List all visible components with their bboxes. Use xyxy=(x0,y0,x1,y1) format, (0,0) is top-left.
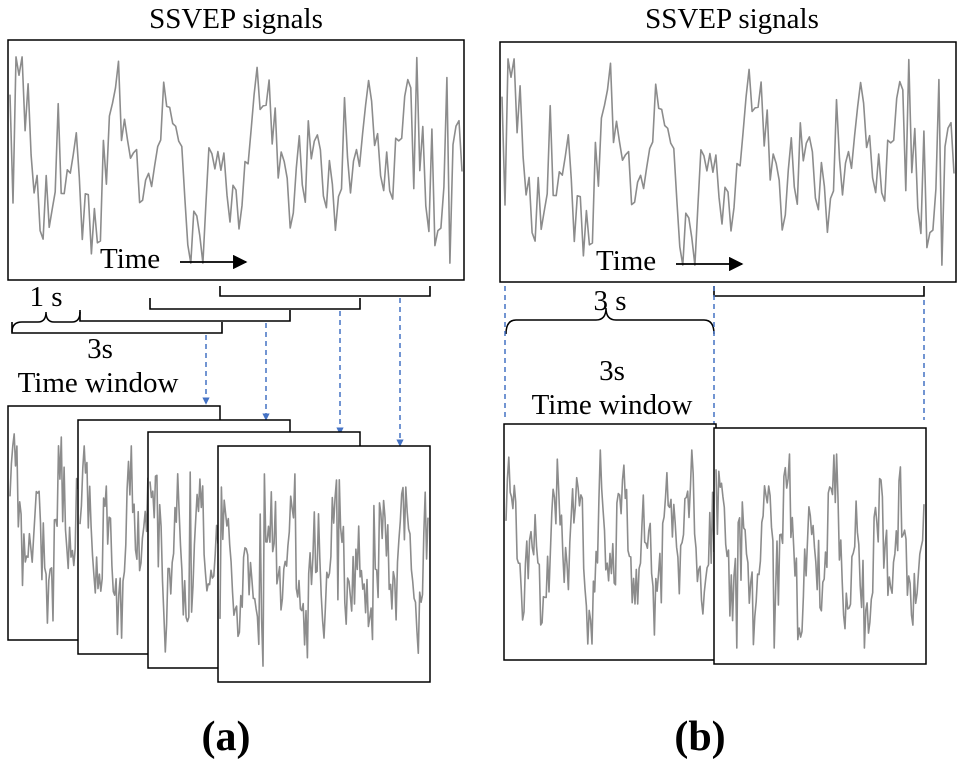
panel-a-signal-box xyxy=(7,39,465,281)
panel-b-signal-trace xyxy=(501,58,955,266)
panel-b: SSVEP signals Time 3 s 3s Time window (b… xyxy=(499,3,957,759)
panel-b-signal-box xyxy=(499,41,957,283)
window-card-4 xyxy=(217,445,431,683)
window-b-1 xyxy=(503,423,717,661)
panel-b-windows xyxy=(503,423,927,665)
panel-a-step-brace xyxy=(11,311,81,333)
window-card-4-trace xyxy=(219,473,429,667)
panel-b-time-label: Time xyxy=(596,245,656,277)
panel-b-segment-brace xyxy=(505,307,715,335)
panel-a-time-label: Time xyxy=(100,243,160,275)
panel-a-window-brackets xyxy=(11,286,431,334)
panel-a-signal-trace xyxy=(9,56,463,264)
panel-a-window-length-label: 3s xyxy=(87,333,113,365)
window-bracket-4 xyxy=(219,286,431,297)
panel-a-step-label: 1 s xyxy=(29,281,62,313)
window-b-1-trace xyxy=(505,449,715,645)
panel-a-caption: (a) xyxy=(202,714,251,759)
panel-a-window-label: Time window xyxy=(18,367,179,399)
panel-b-dashed-guides xyxy=(504,286,925,424)
window-bracket-1 xyxy=(11,322,223,334)
panel-b-window-length-label: 3s xyxy=(599,355,625,387)
window-b-2-trace xyxy=(715,453,925,649)
panel-a-dashed-arrows xyxy=(202,298,404,447)
panel-a: SSVEP signals Time 1 s 3s Time window xyxy=(7,3,465,759)
panel-b-window-bracket xyxy=(713,286,925,297)
window-bracket-2 xyxy=(79,310,291,322)
panel-a-window-stack xyxy=(7,405,431,683)
panel-b-segment-label: 3 s xyxy=(593,285,626,317)
panel-b-window-label: Time window xyxy=(532,389,693,421)
window-bracket-3 xyxy=(149,298,361,310)
panel-b-title: SSVEP signals xyxy=(645,3,819,35)
window-b-2 xyxy=(713,427,927,665)
panel-a-title: SSVEP signals xyxy=(149,3,323,35)
panel-b-caption: (b) xyxy=(674,714,725,759)
